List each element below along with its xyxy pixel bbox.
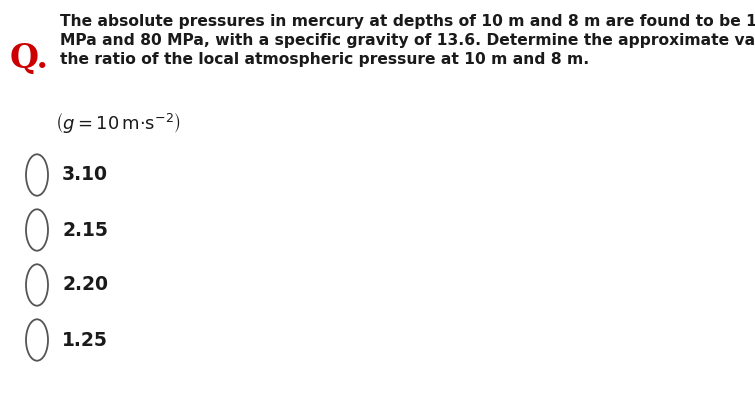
Text: 3.10: 3.10 (62, 166, 108, 184)
Text: Q.: Q. (10, 41, 49, 75)
Text: $\left(\mathit{g}=10\,\mathrm{m{\cdot}s^{-2}}\right)$: $\left(\mathit{g}=10\,\mathrm{m{\cdot}s^… (55, 110, 180, 135)
Text: 1.25: 1.25 (62, 330, 108, 350)
Text: 2.15: 2.15 (62, 221, 108, 239)
Text: 2.20: 2.20 (62, 275, 108, 294)
Text: the ratio of the local atmospheric pressure at 10 m and 8 m.: the ratio of the local atmospheric press… (60, 52, 589, 67)
Text: The absolute pressures in mercury at depths of 10 m and 8 m are found to be 100: The absolute pressures in mercury at dep… (60, 14, 755, 29)
Text: MPa and 80 MPa, with a specific gravity of 13.6. Determine the approximate value: MPa and 80 MPa, with a specific gravity … (60, 33, 755, 48)
